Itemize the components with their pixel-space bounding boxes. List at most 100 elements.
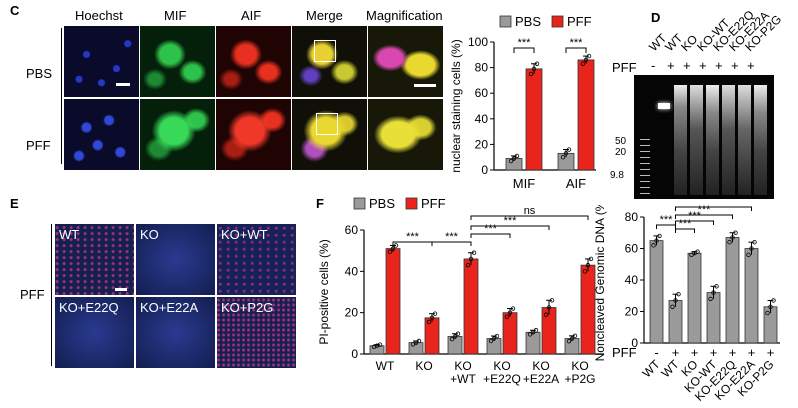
micrograph-aif-pbs xyxy=(216,26,291,97)
gel-lane-1 xyxy=(658,103,670,109)
gel-lane-4 xyxy=(706,85,719,195)
chart-c-x-tick-label: AIF xyxy=(566,176,586,191)
chart-d-significance-label: *** xyxy=(707,205,721,208)
chart-d-pff-sign: + xyxy=(710,345,718,360)
chart-d-bar-point xyxy=(708,296,713,302)
chart-f-bar-pff xyxy=(385,248,401,355)
gel-image xyxy=(634,75,774,199)
chart-f-bar-pff-point xyxy=(549,298,555,303)
chart-d-y-tick-label: 80 xyxy=(625,210,639,224)
tile-label-ko-e22q: KO+E22Q xyxy=(59,300,119,315)
chart-d-bar-point xyxy=(657,233,662,239)
chart-c-bar-pbs-point xyxy=(511,156,517,161)
chart-d-bar-point xyxy=(654,238,659,243)
row-bracket-line xyxy=(61,28,62,164)
chart-c-y-tick-label: 100 xyxy=(468,35,488,49)
chart-d-pff-sign: + xyxy=(691,345,699,360)
chart-f-bar-pbs-point xyxy=(572,333,578,339)
chart-f-significance-label: *** xyxy=(484,223,498,235)
micrograph-mif-pff xyxy=(140,99,215,170)
chart-d-pff-sign: + xyxy=(729,345,737,360)
micrograph-e-ko-e22q: KO+E22Q xyxy=(55,297,134,368)
chart-d-y-tick-label: 20 xyxy=(625,305,639,319)
chart-d-y-tick-label: 0 xyxy=(631,336,638,350)
chart-f-bar-pff xyxy=(463,258,479,355)
chart-c-x-tick-label: MIF xyxy=(513,176,535,191)
micrograph-e-ko-wt: KO+WT xyxy=(217,224,296,295)
chart-f-bar-pbs-point xyxy=(491,336,497,341)
chart-f-bar-pbs-point xyxy=(377,342,383,347)
chart-d-bar-point xyxy=(765,310,770,316)
chart-f-bar-pff-point xyxy=(510,306,516,311)
chart-c-bar-pff xyxy=(525,68,543,171)
chart-f-bar-pff-point xyxy=(393,243,399,248)
gel-pff-sign: + xyxy=(747,58,755,73)
tile-label-wt: WT xyxy=(59,227,80,242)
tile-label-ko-e22a: KO+E22A xyxy=(140,300,199,315)
tile-label-ko-p2g: KO+P2G xyxy=(221,300,274,315)
chart-f-bar-pff-point xyxy=(465,262,471,268)
chart-f-x-tick-label: +E22Q xyxy=(483,372,521,386)
chart-f-bar-pbs-point xyxy=(566,338,572,344)
chart-c-y-tick-label: 60 xyxy=(475,86,489,100)
legend-label-pbs: PBS xyxy=(369,196,395,211)
chart-f-bar-pff-point xyxy=(387,249,393,254)
chart-c-y-tick-label: 20 xyxy=(475,137,489,151)
chart-c-y-tick-label: 80 xyxy=(475,61,489,75)
chart-c-ylabel: nuclear staining cells (%) xyxy=(449,39,463,172)
chart-f-bar-pbs-point xyxy=(452,334,458,339)
column-header-merge: Merge xyxy=(306,8,343,23)
chart-f-significance xyxy=(470,225,550,230)
chart-f-x-tick-label: KO xyxy=(532,359,549,373)
chart-d-significance-label: *** xyxy=(698,205,712,216)
gel-marker-9-8: 9.8 xyxy=(610,170,624,181)
chart-f-significance xyxy=(470,215,589,220)
chart-c-significance-label: *** xyxy=(570,37,584,49)
chart-d-bar-point xyxy=(673,298,678,303)
chart-f-significance-label: *** xyxy=(445,231,459,243)
chart-d-bar xyxy=(687,252,702,344)
scale-bar xyxy=(116,83,130,86)
gel-lane-7 xyxy=(754,85,767,195)
chart-f-y-tick-label: 40 xyxy=(345,264,359,278)
chart-f-significance-label: *** xyxy=(504,215,518,227)
legend-swatch-pff xyxy=(405,197,418,210)
panel-label-e: E xyxy=(10,196,19,211)
chart-f-y-tick-label: 0 xyxy=(351,347,358,361)
chart-c-bar-pbs-point xyxy=(508,158,514,164)
chart-d-bar-point xyxy=(651,243,656,248)
tile-label-ko-wt: KO+WT xyxy=(221,227,268,242)
gel-pff-label: PFF xyxy=(612,60,637,75)
chart-c-bar-pff-point xyxy=(534,61,540,66)
chart-d-significance xyxy=(675,214,733,219)
tile-label-ko: KO xyxy=(140,227,159,242)
gel-lane-5 xyxy=(722,85,735,195)
chart-f: PI-positive cells (%) 0 20 40 60 PBS PFF WT KO KO… xyxy=(317,196,604,386)
chart-c-bar-pff-point xyxy=(586,53,592,59)
row-label-pff: PFF xyxy=(20,287,45,302)
panel-label-c: C xyxy=(10,3,20,18)
scale-bar xyxy=(414,84,436,87)
chart-f-x-tick-label: WT xyxy=(376,359,395,373)
micrograph-e-ko-p2g: KO+P2G xyxy=(217,297,296,368)
chart-d-bar-point xyxy=(711,290,716,295)
scale-bar xyxy=(115,288,127,291)
chart-d-pff-label: PFF xyxy=(612,345,637,360)
chart-f-bar-pbs-point xyxy=(527,332,533,337)
chart-f-x-tick-label: +P2G xyxy=(564,372,595,386)
panel-label-f: F xyxy=(316,196,324,211)
chart-c-significance-label: *** xyxy=(518,37,532,49)
chart-d-bar-point xyxy=(670,304,675,309)
chart-f-bar-pff-point xyxy=(585,262,591,268)
chart-c: nuclear staining cells (%) 0 20 40 60 80 100 PB… xyxy=(449,14,596,191)
chart-f-bar-pff-point xyxy=(390,246,396,251)
chart-d-bar xyxy=(744,248,759,344)
column-header-hoechst: Hoechst xyxy=(75,8,123,23)
chart-d-pff-sign: + xyxy=(767,345,775,360)
micrograph-magnification-pff xyxy=(368,99,443,170)
chart-f-ylabel: PI-positive cells (%) xyxy=(317,239,331,344)
chart-c-significance xyxy=(513,47,535,53)
gel-pff-sign: + xyxy=(715,58,723,73)
panel-label-d: D xyxy=(651,10,661,25)
chart-f-bar-pff-point xyxy=(429,315,435,321)
